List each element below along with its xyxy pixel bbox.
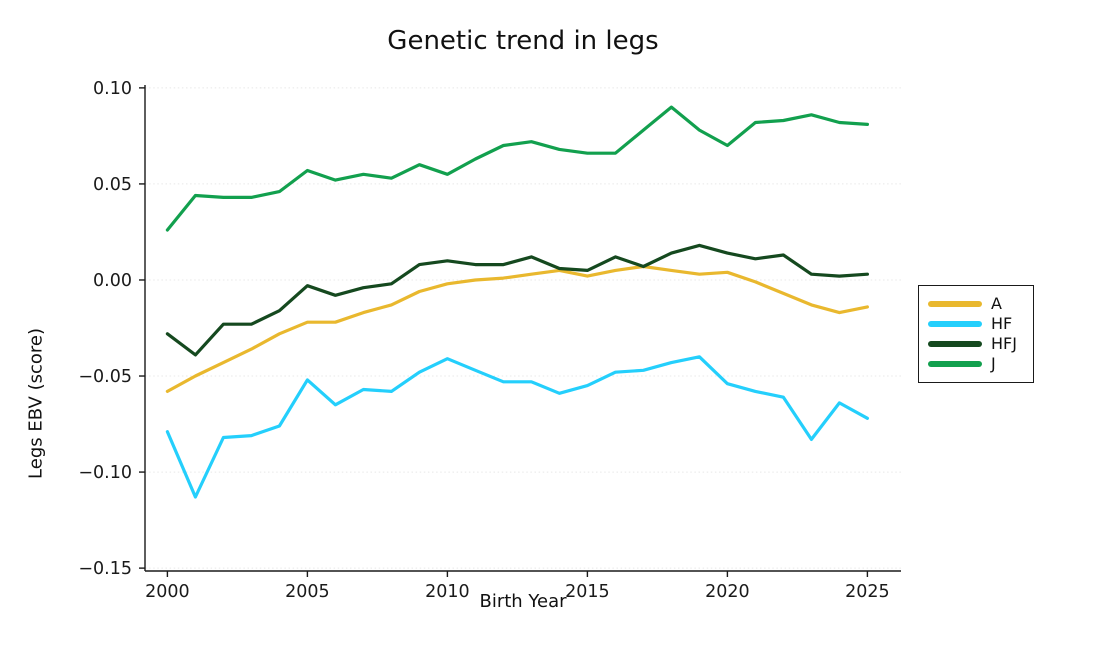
legend-swatch-A (928, 300, 982, 308)
series-line-J (165, 105, 870, 232)
x-tick-label: 2000 (145, 582, 190, 602)
chart-title: Genetic trend in legs (387, 26, 659, 56)
y-tick-label: 0.05 (93, 175, 132, 195)
x-tick-label: 2005 (285, 582, 330, 602)
x-tick-label: 2020 (705, 582, 750, 602)
series-line-HF (165, 355, 870, 499)
legend-item-HFJ: HFJ (928, 334, 1033, 354)
legend-swatch-HFJ (928, 340, 982, 348)
legend: A HF HFJ J (918, 285, 1034, 383)
legend-label-HFJ: HFJ (991, 334, 1017, 353)
legend-swatch-J (928, 360, 982, 368)
series-line-A (165, 264, 870, 393)
x-tick-label: 2025 (845, 582, 890, 602)
x-tick-label: 2010 (425, 582, 470, 602)
y-tick-label: −0.10 (78, 463, 132, 483)
legend-item-J: J (928, 354, 1033, 374)
x-axis-label: Birth Year (479, 591, 567, 612)
y-tick-label: 0.00 (93, 271, 132, 291)
y-tick-label: 0.10 (93, 79, 132, 99)
x-tick-label: 2015 (565, 582, 610, 602)
legend-label-A: A (991, 294, 1002, 313)
legend-label-J: J (991, 354, 996, 373)
legend-item-HF: HF (928, 314, 1033, 334)
legend-swatch-HF (928, 320, 982, 328)
legend-label-HF: HF (991, 314, 1013, 333)
legend-item-A: A (928, 294, 1033, 314)
y-tick-label: −0.05 (78, 367, 132, 387)
series-line-HFJ (165, 243, 870, 357)
y-tick-label: −0.15 (78, 559, 132, 579)
